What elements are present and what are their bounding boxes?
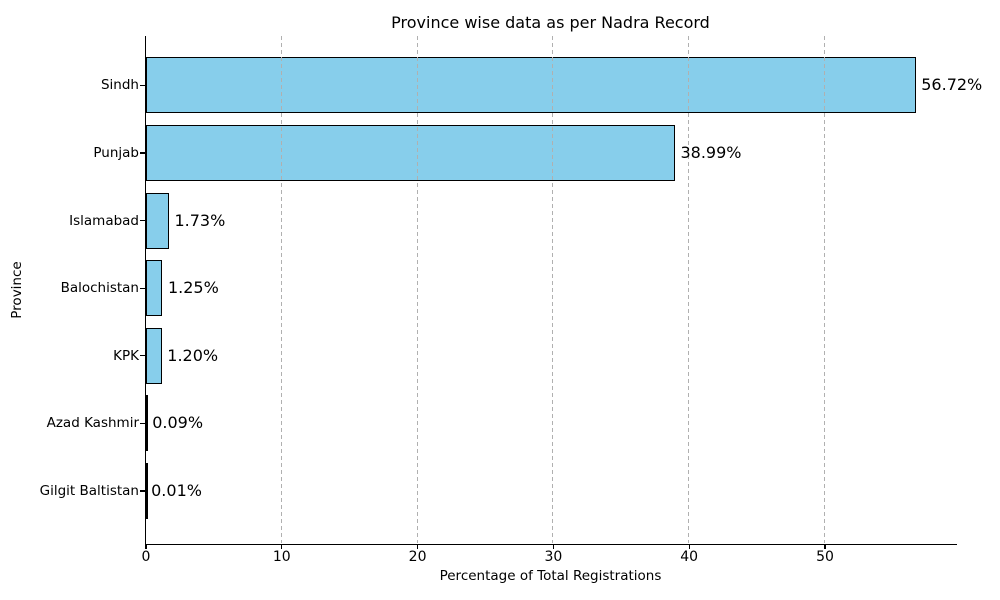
- y-axis-tick: [140, 422, 145, 425]
- category-label: KPK: [113, 347, 139, 364]
- y-axis-tick: [140, 490, 145, 492]
- x-axis-tick: [688, 544, 690, 549]
- gridline: [280, 36, 282, 543]
- category-label: Gilgit Baltistan: [39, 483, 139, 499]
- chart-title: Province wise data as per Nadra Record: [391, 13, 710, 32]
- bar-kpk: [145, 327, 162, 384]
- bar-punjab: [145, 125, 675, 181]
- x-axis-tick: [145, 544, 147, 549]
- bar-value-label: 1.20%: [167, 345, 219, 365]
- bar-islamabad: [145, 192, 169, 249]
- x-tick-label: 50: [816, 549, 834, 565]
- bar-sindh: [145, 57, 916, 114]
- y-axis-tick: [140, 355, 145, 357]
- x-axis-tick: [416, 544, 419, 549]
- x-tick-label: 30: [544, 549, 563, 565]
- gridline: [552, 36, 554, 543]
- bar-value-label: 56.72%: [921, 75, 983, 95]
- gridline: [823, 36, 826, 543]
- gridline: [688, 36, 690, 543]
- bar-gilgit-baltistan: [145, 463, 148, 519]
- category-label: Sindh: [100, 77, 139, 94]
- x-axis-label: Percentage of Total Registrations: [439, 568, 662, 584]
- x-axis-tick: [824, 544, 826, 549]
- bar-value-label: 0.09%: [152, 413, 204, 433]
- x-tick-label: 20: [408, 549, 427, 565]
- x-tick-label: 0: [141, 549, 151, 565]
- bar-azad-kashmir: [145, 395, 148, 452]
- bar-value-label: 1.73%: [174, 210, 226, 230]
- y-axis-tick: [140, 219, 145, 222]
- bar-value-label: 0.01%: [151, 481, 202, 500]
- y-axis-tick: [140, 84, 145, 87]
- x-axis-tick: [552, 544, 555, 549]
- category-label: Balochistan: [60, 280, 139, 297]
- x-axis-tick: [281, 544, 283, 549]
- bar-value-label: 38.99%: [680, 143, 742, 162]
- category-label: Islamabad: [69, 212, 139, 229]
- y-axis-tick: [140, 287, 145, 289]
- bar-value-label: 1.25%: [167, 278, 219, 298]
- x-tick-label: 10: [272, 549, 291, 565]
- category-label: Punjab: [93, 145, 139, 161]
- y-axis-tick: [140, 152, 145, 154]
- category-label: Azad Kashmir: [46, 415, 139, 432]
- plot-area: [144, 36, 957, 545]
- x-tick-label: 40: [680, 549, 699, 565]
- bar-balochistan: [145, 260, 163, 317]
- gridline: [416, 36, 418, 543]
